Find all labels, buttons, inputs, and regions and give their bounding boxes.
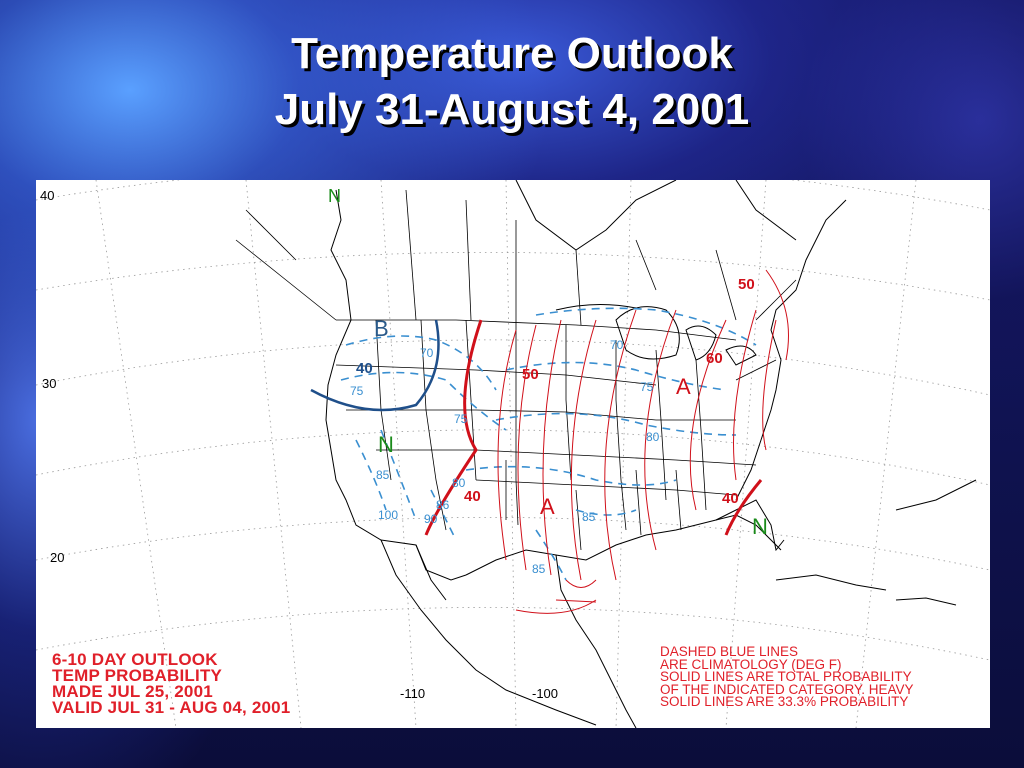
legend-line: VALID JUL 31 - AUG 04, 2001: [52, 698, 291, 717]
title-line-1: Temperature Outlook: [291, 29, 733, 78]
clim-label: 70: [420, 346, 434, 360]
legend-line: ARE CLIMATOLOGY (DEG F): [660, 656, 842, 672]
clim-label: 85: [376, 468, 390, 482]
legend-line: MADE JUL 25, 2001: [52, 682, 213, 701]
clim-label: 85: [582, 510, 596, 524]
climatology-lines: [340, 307, 757, 581]
coastlines: [325, 180, 977, 728]
category-above-east: A: [676, 374, 691, 399]
clim-label: 75: [640, 380, 654, 394]
graticule: [36, 180, 990, 728]
probability-lines: [497, 269, 789, 614]
clim-label: 90: [424, 512, 438, 526]
legend-line: OF THE INDICATED CATEGORY. HEAVY: [660, 681, 914, 697]
slide-title: Temperature Outlook July 31-August 4, 20…: [0, 26, 1024, 138]
category-below-west: B: [374, 316, 389, 341]
prob-label-west-40: 40: [356, 360, 373, 377]
category-normal-florida: N: [752, 514, 768, 539]
lon-label-110: -110: [400, 686, 426, 701]
clim-label: 80: [452, 476, 466, 490]
below-contour: [310, 319, 440, 412]
clim-label: 75: [350, 384, 364, 398]
category-normal-canada: N: [328, 186, 341, 206]
legend-line: 6-10 DAY OUTLOOK: [52, 650, 218, 669]
outlook-map: 40 30 20 -110 -100 B N A A N N 40 50 40 …: [36, 180, 990, 728]
clim-label: 86: [436, 498, 450, 512]
legend-line: TEMP PROBABILITY: [52, 666, 223, 685]
lat-label-20: 20: [50, 550, 65, 565]
political-boundaries: [235, 189, 797, 551]
legend-line: SOLID LINES ARE 33.3% PROBABILITY: [660, 694, 909, 709]
clim-label: 100: [378, 508, 399, 522]
line-key-legend: DASHED BLUE LINES ARE CLIMATOLOGY (DEG F…: [660, 644, 914, 709]
legend-line: SOLID LINES ARE TOTAL PROBABILITY: [660, 669, 912, 684]
prob-label-southeast-40: 40: [722, 490, 739, 507]
outlook-legend: 6-10 DAY OUTLOOK TEMP PROBABILITY MADE J…: [52, 650, 291, 717]
prob-label-east-60: 60: [706, 350, 723, 367]
clim-label: 80: [646, 430, 660, 444]
lon-label-100: -100: [532, 686, 559, 701]
category-above-plains: A: [540, 494, 555, 519]
lat-label-30: 30: [42, 376, 57, 391]
prob-label-southwest-40: 40: [464, 488, 481, 505]
lat-label-40: 40: [40, 188, 55, 203]
category-normal-southwest: N: [378, 432, 394, 457]
heavy-probability-lines: [424, 319, 763, 536]
legend-line: DASHED BLUE LINES: [660, 644, 799, 659]
map-graphics: [36, 180, 990, 728]
clim-label: 85: [532, 562, 546, 576]
clim-label: 75: [454, 412, 468, 426]
clim-label: 70: [610, 338, 624, 352]
title-line-2: July 31-August 4, 2001: [274, 85, 750, 134]
prob-label-northeast-50: 50: [738, 276, 755, 293]
prob-label-central-50: 50: [522, 366, 539, 383]
